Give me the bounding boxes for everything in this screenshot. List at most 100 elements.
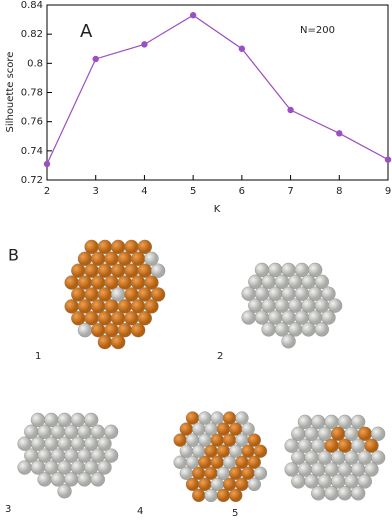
atom bbox=[314, 298, 329, 313]
atom bbox=[57, 412, 72, 428]
atom bbox=[288, 322, 303, 337]
atom bbox=[350, 486, 366, 501]
atom bbox=[144, 251, 159, 266]
atom bbox=[268, 310, 283, 325]
atom bbox=[222, 477, 237, 492]
atom bbox=[324, 414, 339, 430]
atom bbox=[111, 287, 126, 302]
atom bbox=[111, 334, 126, 350]
atom bbox=[311, 438, 326, 453]
atom bbox=[297, 414, 313, 430]
panel-label: A bbox=[80, 21, 93, 42]
atom bbox=[324, 438, 339, 453]
atom bbox=[241, 466, 255, 480]
atom bbox=[301, 298, 316, 313]
atom bbox=[235, 477, 249, 492]
atom bbox=[331, 426, 346, 441]
point bbox=[141, 41, 148, 48]
atom bbox=[90, 472, 105, 487]
atom bbox=[64, 424, 79, 439]
atom bbox=[57, 460, 72, 475]
atom bbox=[261, 274, 276, 289]
atom bbox=[253, 466, 268, 480]
atom bbox=[103, 424, 119, 439]
atom bbox=[97, 239, 113, 255]
atom bbox=[304, 450, 319, 465]
atom bbox=[84, 412, 99, 428]
atom bbox=[30, 460, 46, 475]
atom bbox=[192, 444, 206, 458]
atom bbox=[77, 472, 92, 487]
x-tick-label: 8 bbox=[336, 186, 342, 197]
y-tick-label: 0.74 bbox=[21, 146, 43, 157]
atom bbox=[91, 299, 106, 314]
atom bbox=[97, 311, 113, 326]
atom bbox=[30, 436, 46, 451]
atom bbox=[241, 422, 255, 436]
atom bbox=[241, 444, 255, 458]
panel-label: B bbox=[8, 246, 19, 265]
atom bbox=[222, 455, 237, 469]
atom bbox=[350, 414, 366, 430]
atom bbox=[173, 455, 187, 469]
atom bbox=[210, 455, 224, 469]
atom bbox=[117, 251, 132, 266]
atom bbox=[77, 424, 92, 439]
item-label: 3 bbox=[5, 504, 11, 515]
atom bbox=[111, 239, 126, 255]
atom bbox=[57, 436, 72, 451]
atom bbox=[357, 450, 372, 465]
point bbox=[43, 160, 51, 168]
atom bbox=[311, 486, 326, 501]
atom bbox=[117, 299, 132, 314]
atom bbox=[97, 460, 112, 475]
atom bbox=[50, 424, 66, 439]
atom bbox=[248, 274, 263, 289]
atom bbox=[192, 488, 206, 503]
atom bbox=[71, 263, 86, 278]
atom bbox=[254, 286, 270, 301]
atom bbox=[301, 322, 316, 337]
y-tick-label: 0.82 bbox=[21, 29, 43, 40]
atom bbox=[247, 455, 261, 469]
atom bbox=[50, 472, 66, 487]
atom bbox=[235, 455, 249, 469]
item-label: 2 bbox=[217, 351, 223, 362]
atom bbox=[216, 466, 231, 480]
atom bbox=[291, 450, 306, 465]
point bbox=[238, 45, 246, 52]
point bbox=[92, 55, 99, 63]
atom bbox=[304, 474, 319, 489]
atom bbox=[91, 275, 106, 290]
atom bbox=[97, 436, 112, 451]
atom bbox=[288, 274, 303, 289]
atom bbox=[130, 275, 146, 290]
atom bbox=[179, 466, 194, 480]
atom bbox=[337, 438, 353, 453]
item-label: 1 bbox=[35, 351, 41, 362]
atom bbox=[70, 460, 85, 475]
atom bbox=[253, 444, 268, 458]
atom bbox=[350, 462, 366, 477]
atom bbox=[254, 262, 270, 278]
atom bbox=[130, 299, 146, 314]
atom bbox=[84, 239, 99, 255]
atom bbox=[90, 448, 105, 463]
atom bbox=[17, 460, 32, 475]
atom bbox=[254, 310, 270, 325]
atom bbox=[64, 472, 79, 487]
atom bbox=[331, 450, 346, 465]
atom bbox=[210, 411, 224, 425]
atom bbox=[198, 455, 212, 469]
point bbox=[287, 106, 294, 114]
atom bbox=[17, 436, 32, 451]
atom bbox=[204, 422, 218, 436]
atom bbox=[274, 298, 290, 313]
x-axis-label: K bbox=[214, 204, 221, 215]
atom bbox=[104, 251, 119, 266]
atom bbox=[137, 239, 152, 255]
atom bbox=[204, 466, 218, 480]
atom bbox=[173, 433, 187, 447]
atom bbox=[192, 422, 206, 436]
